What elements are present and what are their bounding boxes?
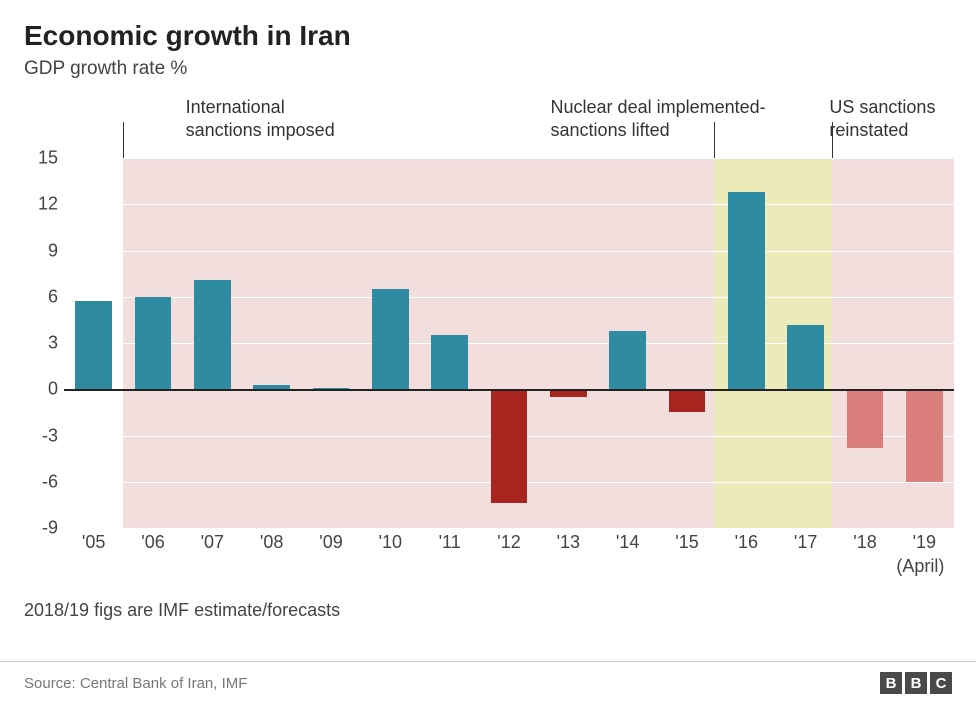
y-tick-label: 15 — [24, 148, 58, 169]
bbc-logo-letter: C — [930, 672, 952, 694]
bar — [906, 389, 943, 482]
bar — [372, 289, 409, 389]
annotation-label: Nuclear deal implemented- sanctions lift… — [551, 96, 766, 141]
bbc-logo: B B C — [880, 672, 952, 694]
bar — [847, 389, 884, 448]
bar — [135, 297, 172, 390]
y-tick-label: 3 — [24, 333, 58, 354]
x-tick-note: (April) — [896, 556, 944, 577]
y-tick-label: 9 — [24, 240, 58, 261]
x-tick-label: '16 — [735, 532, 758, 553]
y-tick-label: 6 — [24, 286, 58, 307]
x-tick-label: '07 — [201, 532, 224, 553]
chart-subtitle: GDP growth rate % — [24, 58, 952, 80]
y-tick-label: -6 — [24, 471, 58, 492]
bar — [609, 331, 646, 390]
bars-group — [64, 158, 954, 528]
annotation-line — [832, 122, 833, 158]
x-tick-label: '18 — [853, 532, 876, 553]
x-tick-label: '06 — [141, 532, 164, 553]
x-tick-label: '19 — [913, 532, 936, 553]
y-tick-label: 12 — [24, 194, 58, 215]
annotation-label: US sanctions reinstated — [829, 96, 935, 141]
grid-line — [64, 528, 954, 529]
x-tick-label: '14 — [616, 532, 639, 553]
annotation-label: International sanctions imposed — [186, 96, 335, 141]
x-tick-label: '12 — [497, 532, 520, 553]
bbc-logo-letter: B — [880, 672, 902, 694]
annotation-line — [714, 122, 715, 158]
bbc-logo-letter: B — [905, 672, 927, 694]
plot-area: -9-6-303691215'05'06'07'08'09'10'11'12'1… — [24, 88, 954, 548]
x-tick-label: '11 — [439, 532, 461, 553]
x-tick-label: '17 — [794, 532, 817, 553]
footnote: 2018/19 figs are IMF estimate/forecasts — [24, 600, 952, 621]
x-tick-label: '15 — [675, 532, 698, 553]
bar — [75, 301, 112, 389]
zero-line — [64, 389, 954, 391]
x-tick-label: '08 — [260, 532, 283, 553]
y-tick-label: -3 — [24, 425, 58, 446]
x-tick-label: '10 — [379, 532, 402, 553]
chart-title: Economic growth in Iran — [24, 20, 952, 52]
y-tick-label: 0 — [24, 379, 58, 400]
x-tick-label: '09 — [319, 532, 342, 553]
x-tick-label: '13 — [557, 532, 580, 553]
source-text: Source: Central Bank of Iran, IMF — [24, 675, 247, 692]
source-bar: Source: Central Bank of Iran, IMF B B C — [0, 661, 976, 704]
bar — [728, 192, 765, 389]
x-tick-label: '05 — [82, 532, 105, 553]
bar — [431, 335, 468, 389]
bar — [194, 280, 231, 389]
bar — [787, 325, 824, 390]
chart-container: Economic growth in Iran GDP growth rate … — [0, 0, 976, 704]
bar — [669, 389, 706, 412]
annotation-line — [123, 122, 124, 158]
bar — [491, 389, 528, 503]
y-tick-label: -9 — [24, 518, 58, 539]
